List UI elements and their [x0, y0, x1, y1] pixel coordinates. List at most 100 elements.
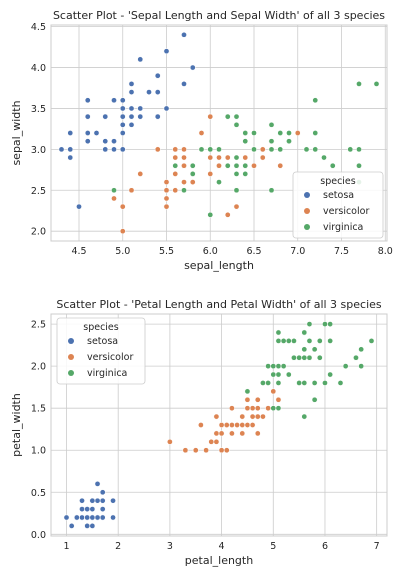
data-point	[181, 81, 187, 87]
data-point	[218, 430, 225, 437]
data-point	[89, 497, 96, 504]
x-tick-label: 7.5	[334, 246, 349, 257]
data-point	[277, 146, 284, 153]
data-point	[181, 162, 187, 169]
data-point	[251, 130, 257, 136]
data-point	[312, 130, 319, 136]
y-tick-label: 2.0	[31, 362, 46, 373]
data-point	[353, 354, 359, 361]
data-point	[275, 363, 282, 369]
data-point	[270, 371, 277, 378]
y-tick-label: 4.0	[31, 63, 46, 74]
legend-label: setosa	[87, 336, 118, 347]
data-point	[270, 363, 277, 369]
data-point	[301, 354, 308, 361]
data-point	[249, 422, 256, 428]
data-point	[260, 380, 266, 386]
data-point	[303, 146, 310, 153]
x-tick-label: 1	[63, 541, 69, 552]
legend-marker	[68, 338, 74, 344]
data-point	[154, 113, 161, 120]
data-point	[216, 179, 222, 185]
y-axis-label: petal_width	[10, 393, 23, 457]
data-point	[181, 154, 187, 161]
series-setosa	[58, 31, 196, 210]
data-point	[128, 89, 135, 95]
data-point	[73, 514, 80, 521]
data-point	[347, 146, 354, 153]
data-point	[172, 162, 179, 169]
data-point	[111, 97, 117, 104]
data-point	[207, 211, 214, 218]
data-point	[254, 413, 261, 420]
data-point	[99, 489, 106, 496]
data-point	[154, 146, 161, 153]
data-point	[223, 447, 230, 454]
data-point	[373, 81, 380, 87]
series-virginica	[111, 81, 380, 218]
data-point	[84, 514, 91, 521]
data-point	[316, 354, 323, 361]
data-point	[242, 130, 249, 136]
legend-box	[292, 171, 384, 239]
data-point	[224, 154, 231, 161]
data-point	[208, 438, 215, 445]
data-point	[207, 113, 214, 120]
x-tick-label: 5.5	[159, 246, 174, 257]
data-point	[285, 338, 292, 344]
data-point	[207, 146, 214, 153]
data-point	[268, 121, 275, 128]
data-point	[275, 338, 282, 344]
data-point	[275, 380, 282, 386]
data-point	[119, 203, 126, 210]
data-point	[259, 154, 266, 161]
y-axis-label: sepal_width	[10, 100, 23, 165]
data-point	[137, 105, 144, 112]
data-point	[239, 430, 246, 437]
data-point	[94, 514, 101, 521]
data-point	[233, 187, 240, 194]
data-point	[301, 346, 308, 353]
data-point	[306, 338, 313, 344]
y-tick-label: 0.0	[31, 530, 46, 541]
legend-box	[56, 317, 146, 385]
data-point	[254, 396, 261, 403]
data-point	[189, 64, 196, 71]
data-point	[172, 187, 179, 194]
data-point	[119, 146, 126, 153]
data-point	[358, 363, 365, 369]
data-point	[259, 146, 266, 153]
data-point	[244, 422, 251, 428]
legend-label: virginica	[87, 368, 127, 379]
data-point	[203, 447, 209, 454]
data-point	[358, 346, 365, 353]
x-tick-label: 4	[219, 541, 225, 552]
data-point	[172, 171, 179, 177]
legend-marker	[68, 370, 74, 376]
x-tick-label: 6	[322, 541, 328, 552]
y-tick-label: 1.5	[31, 404, 46, 415]
data-point	[84, 97, 91, 104]
x-tick-label: 2	[115, 541, 121, 552]
data-point	[224, 162, 231, 169]
data-point	[163, 105, 170, 112]
data-point	[111, 187, 117, 194]
data-point	[207, 171, 214, 177]
data-point	[224, 113, 231, 120]
data-point	[280, 338, 287, 344]
y-tick-label: 2.5	[31, 320, 46, 331]
data-point	[356, 162, 362, 169]
data-point	[296, 354, 302, 361]
data-point	[102, 113, 109, 120]
data-point	[216, 146, 222, 153]
data-point	[163, 48, 170, 55]
data-point	[128, 121, 135, 128]
data-point	[311, 380, 318, 386]
data-point	[110, 514, 116, 521]
data-point	[285, 371, 292, 378]
data-point	[181, 187, 187, 194]
data-point	[234, 422, 240, 428]
data-point	[239, 422, 246, 428]
data-point	[312, 146, 319, 153]
